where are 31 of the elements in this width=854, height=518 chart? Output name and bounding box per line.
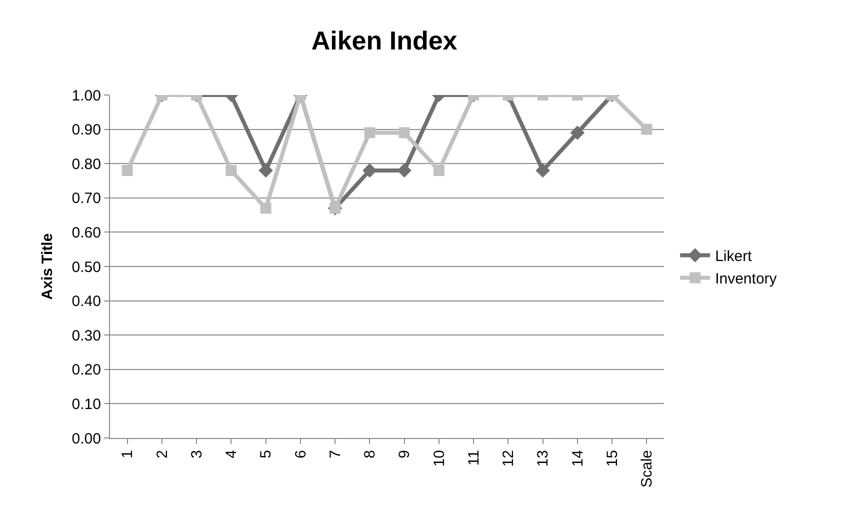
x-tick-label: 12 — [500, 450, 518, 467]
y-tick-label: 0.80 — [72, 156, 101, 173]
x-tick-label: 6 — [292, 450, 310, 458]
x-tick-label: 13 — [534, 450, 552, 467]
y-tick-label: 0.20 — [72, 362, 101, 379]
x-tick-label: 4 — [223, 450, 240, 458]
legend-label: Likert — [715, 248, 753, 266]
x-tick-label: 11 — [465, 450, 482, 466]
y-tick-label: 0.90 — [72, 122, 101, 139]
y-tick-label: 0.50 — [72, 258, 101, 276]
y-tick-label: 0.30 — [72, 327, 101, 344]
y-axis-title: Axis Title — [39, 233, 56, 300]
y-tick-label: 0.00 — [72, 430, 101, 448]
x-tick-label: 14 — [569, 450, 586, 467]
legend-label: Inventory — [715, 270, 778, 288]
y-tick-label: 0.10 — [72, 396, 101, 413]
y-tick-label: 0.60 — [72, 224, 101, 242]
x-tick-label: 3 — [188, 450, 206, 458]
x-tick-label: 15 — [604, 450, 621, 467]
y-tick-label: 1.00 — [72, 87, 101, 104]
x-tick-label: 8 — [362, 450, 379, 458]
x-tick-label: 7 — [326, 450, 344, 458]
chart-title: Aiken Index — [311, 25, 458, 56]
x-tick-label: Scale — [638, 450, 656, 488]
x-tick-label: 10 — [430, 450, 448, 467]
x-tick-label: 1 — [119, 450, 136, 458]
x-tick-label: 2 — [154, 450, 171, 458]
x-tick-label: 5 — [258, 450, 275, 458]
x-tick-label: 9 — [396, 450, 414, 458]
y-tick-label: 0.40 — [72, 293, 101, 310]
y-tick-label: 0.70 — [72, 190, 101, 208]
